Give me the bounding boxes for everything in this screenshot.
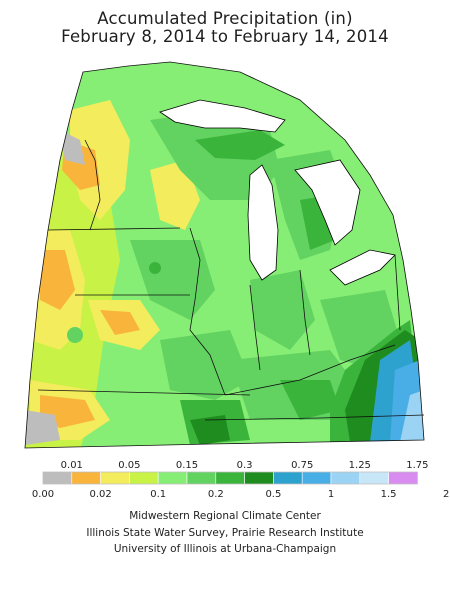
orange-area-iowa-south bbox=[100, 310, 140, 335]
title-line-1: Accumulated Precipitation (in) bbox=[97, 9, 353, 28]
midgreen-area-kentucky bbox=[280, 380, 340, 420]
legend-bottom-labels: 0.00 0.02 0.1 0.2 0.5 1 1.5 2 bbox=[32, 489, 450, 500]
legend-bottom-label: 0.00 bbox=[32, 489, 54, 500]
legend-color-box bbox=[244, 471, 274, 485]
legend-top-label: 0.3 bbox=[237, 460, 253, 471]
legend-top-label: 0.75 bbox=[291, 460, 313, 471]
midgreen-area-superior bbox=[195, 130, 285, 160]
legend-color-box bbox=[359, 471, 389, 485]
illinois-indiana-line bbox=[249, 284, 261, 371]
boundaries bbox=[24, 61, 425, 449]
legend-top-label: 0.01 bbox=[61, 460, 83, 471]
legend-color-box bbox=[100, 471, 130, 485]
legend-color-box bbox=[215, 471, 245, 485]
paleblue-area-east bbox=[400, 390, 424, 442]
lake-huron bbox=[294, 159, 361, 246]
darkgreen-area-southern bbox=[190, 415, 230, 445]
orange-area-nebraska bbox=[40, 250, 75, 310]
legend-color-box bbox=[129, 471, 159, 485]
legend-color-box bbox=[330, 471, 361, 485]
legend-color-box bbox=[388, 471, 418, 485]
green-area-illinois-south bbox=[160, 330, 250, 400]
legend-color-box bbox=[273, 471, 303, 485]
midgreen-spot-iowa bbox=[149, 262, 161, 274]
green-area-indiana bbox=[250, 270, 315, 350]
legend-bottom-label: 0.02 bbox=[89, 489, 111, 500]
ohio-pa-line bbox=[394, 254, 401, 331]
gray-area-kansas bbox=[25, 410, 60, 445]
legend-bottom-label: 1 bbox=[328, 489, 334, 500]
credit-line-2: Illinois State Water Survey, Prairie Res… bbox=[86, 526, 364, 539]
legend-bottom-label: 0.2 bbox=[208, 489, 224, 500]
legend-color-box bbox=[157, 471, 188, 485]
legend-bottom-label: 1.5 bbox=[381, 489, 397, 500]
credit-line-3: University of Illinois at Urbana-Champai… bbox=[113, 543, 337, 555]
legend-top-label: 1.75 bbox=[406, 460, 428, 471]
ks-ok-line bbox=[37, 389, 251, 396]
yellow-area-dakota bbox=[70, 100, 130, 220]
credits: Midwestern Regional Climate Center Illin… bbox=[0, 508, 450, 558]
dakota-minnesota-line bbox=[84, 139, 101, 231]
green-area-iowa bbox=[130, 240, 215, 320]
legend-border bbox=[42, 471, 418, 485]
legend-bottom-label: 0.5 bbox=[265, 489, 281, 500]
legend-color-box bbox=[186, 471, 217, 485]
lake-erie bbox=[329, 249, 396, 286]
legend-color-box bbox=[42, 471, 73, 485]
lake-michigan bbox=[247, 164, 279, 281]
legend-color-box bbox=[301, 471, 332, 485]
map-title: Accumulated Precipitation (in) February … bbox=[0, 10, 450, 46]
great-lakes bbox=[159, 99, 396, 286]
region-outline bbox=[24, 61, 425, 449]
title-line-2: February 8, 2014 to February 14, 2014 bbox=[61, 27, 389, 46]
legend-color-scale bbox=[42, 471, 418, 485]
tn-line bbox=[204, 414, 425, 421]
mississippi-line bbox=[189, 227, 226, 396]
legend-top-label: 0.15 bbox=[176, 460, 198, 471]
green-spot-nebraska bbox=[67, 327, 83, 343]
ohio-river-line bbox=[224, 344, 396, 396]
gray-area-dakota bbox=[60, 130, 85, 165]
legend-bottom-label: 2 bbox=[443, 489, 449, 500]
legend-top-label: 0.05 bbox=[118, 460, 140, 471]
credit-line-1: Midwestern Regional Climate Center bbox=[129, 510, 321, 522]
legend-color-box bbox=[71, 471, 101, 485]
sd-ne-line bbox=[47, 227, 181, 231]
lake-superior bbox=[159, 99, 286, 133]
legend-top-labels: 0.01 0.05 0.15 0.3 0.75 1.25 1.75 bbox=[61, 460, 429, 471]
legend-bottom-label: 0.1 bbox=[150, 489, 166, 500]
indiana-ohio-line bbox=[299, 269, 311, 356]
legend-top-label: 1.25 bbox=[349, 460, 371, 471]
